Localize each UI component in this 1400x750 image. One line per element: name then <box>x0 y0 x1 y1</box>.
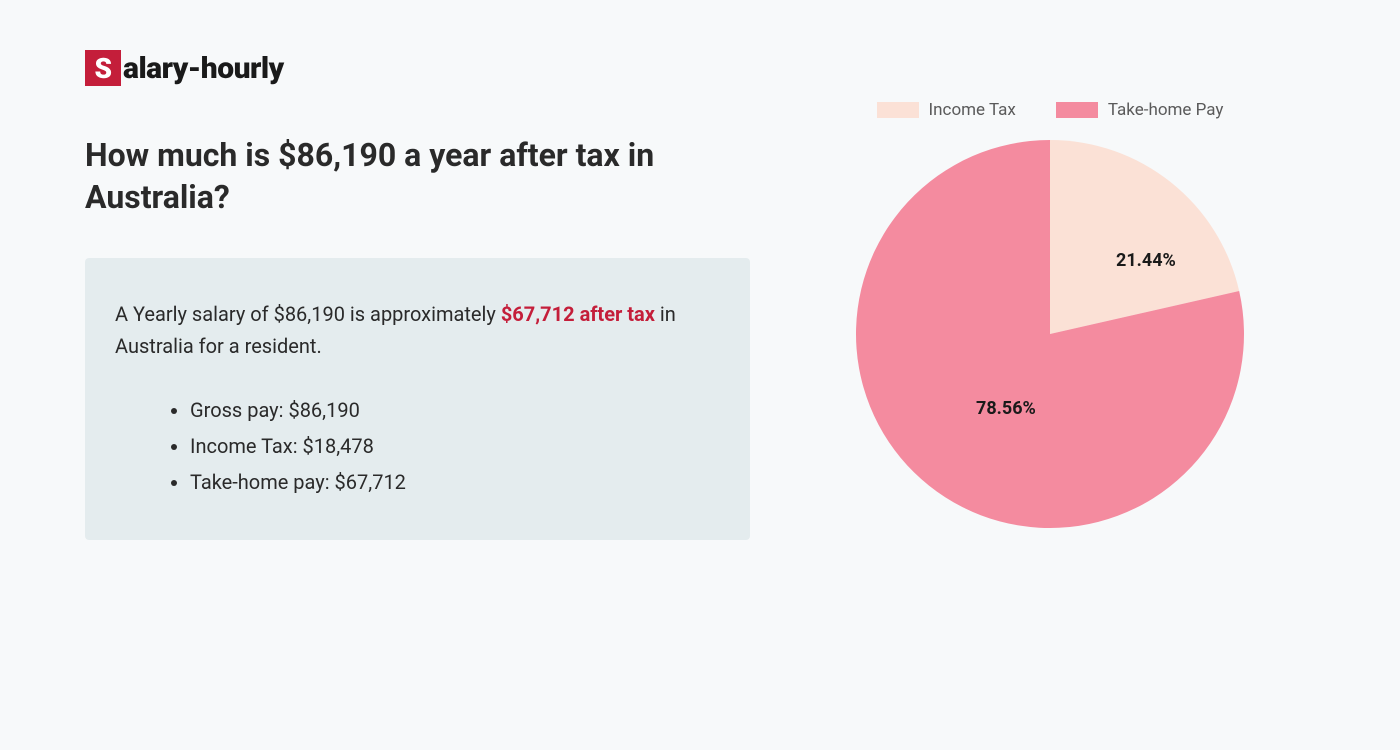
legend-swatch <box>1056 102 1098 118</box>
list-item: Gross pay: $86,190 <box>190 392 720 428</box>
legend-label: Income Tax <box>929 100 1016 120</box>
list-item: Take-home pay: $67,712 <box>190 464 720 500</box>
pie-slice-label: 78.56% <box>976 398 1036 419</box>
chart-legend: Income Tax Take-home Pay <box>820 100 1280 120</box>
legend-label: Take-home Pay <box>1108 100 1224 120</box>
list-item: Income Tax: $18,478 <box>190 428 720 464</box>
summary-highlight: $67,712 after tax <box>501 302 655 326</box>
details-list: Gross pay: $86,190 Income Tax: $18,478 T… <box>115 392 720 500</box>
pie-chart: 21.44% 78.56% <box>856 140 1244 528</box>
legend-swatch <box>877 102 919 118</box>
pie-svg <box>856 140 1244 528</box>
summary-text: A Yearly salary of $86,190 is approximat… <box>115 298 720 362</box>
pie-slice-label: 21.44% <box>1116 250 1176 271</box>
summary-prefix: A Yearly salary of $86,190 is approximat… <box>115 302 501 326</box>
logo-text: alary-hourly <box>123 51 284 86</box>
logo: S alary-hourly <box>85 50 284 86</box>
page-heading: How much is $86,190 a year after tax in … <box>85 135 750 218</box>
legend-item-income-tax: Income Tax <box>877 100 1016 120</box>
legend-item-take-home: Take-home Pay <box>1056 100 1224 120</box>
content-column: How much is $86,190 a year after tax in … <box>85 135 750 540</box>
chart-area: Income Tax Take-home Pay 21.44% 78.56% <box>820 100 1280 528</box>
logo-letter-box: S <box>85 50 121 86</box>
info-box: A Yearly salary of $86,190 is approximat… <box>85 258 750 540</box>
